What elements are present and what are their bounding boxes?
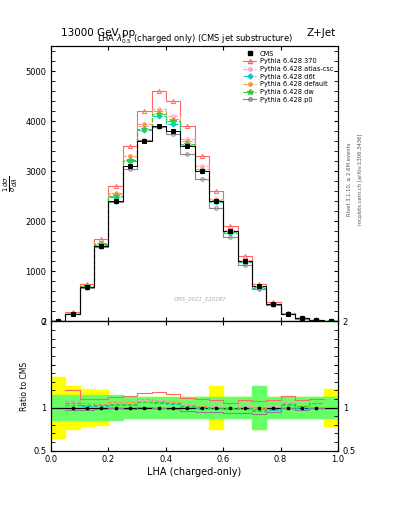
Legend: CMS, Pythia 6.428 370, Pythia 6.428 atlas-csc, Pythia 6.428 d6t, Pythia 6.428 de: CMS, Pythia 6.428 370, Pythia 6.428 atla…: [242, 50, 335, 104]
Text: 13000 GeV pp: 13000 GeV pp: [61, 28, 135, 38]
Y-axis label: Ratio to CMS: Ratio to CMS: [20, 361, 29, 411]
Text: CMS_2021_220187: CMS_2021_220187: [174, 296, 227, 302]
Text: mcplots.cern.ch [arXiv:1306.3436]: mcplots.cern.ch [arXiv:1306.3436]: [358, 134, 364, 225]
Text: Z+Jet: Z+Jet: [307, 28, 336, 38]
Text: Rivet 3.1.10, ≥ 2.6M events: Rivet 3.1.10, ≥ 2.6M events: [347, 142, 352, 216]
X-axis label: LHA (charged-only): LHA (charged-only): [147, 467, 242, 477]
Y-axis label: $\frac{1}{\sigma}\frac{d\sigma}{d\lambda}$: $\frac{1}{\sigma}\frac{d\sigma}{d\lambda…: [1, 176, 20, 192]
Title: LHA $\lambda^{1}_{0.5}$ (charged only) (CMS jet substructure): LHA $\lambda^{1}_{0.5}$ (charged only) (…: [97, 31, 292, 46]
